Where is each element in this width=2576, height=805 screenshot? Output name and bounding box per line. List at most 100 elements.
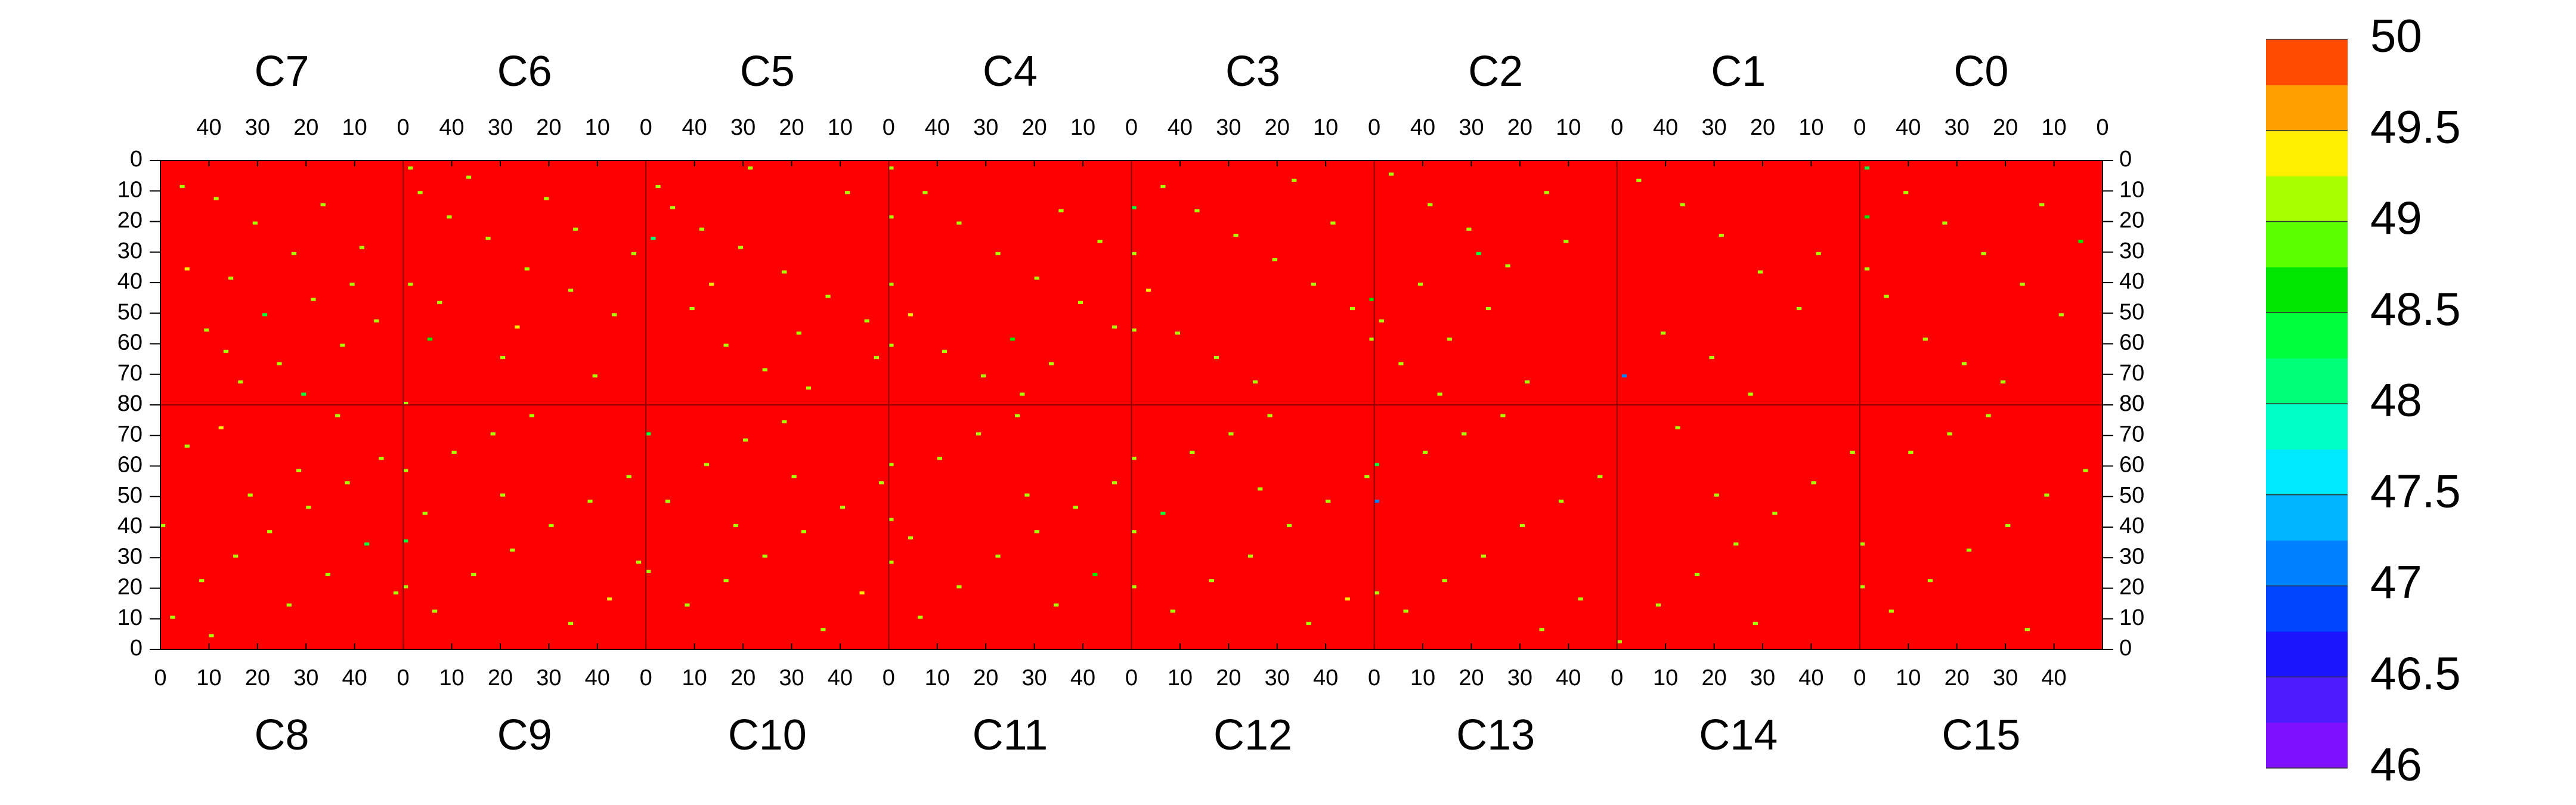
x-tick-label: 0 — [1611, 665, 1623, 691]
x-tick-label: 30 — [1216, 115, 1241, 140]
x-tick-label: 40 — [2041, 665, 2066, 691]
x-tick-label: 30 — [1265, 665, 1290, 691]
x-tick-label: 10 — [1653, 665, 1678, 691]
colorbar-label: 49 — [2370, 191, 2422, 244]
sector-background — [1131, 160, 1374, 405]
heatmap-cell — [1428, 203, 1433, 206]
heatmap-cell — [1247, 555, 1253, 558]
y-tick-label: 0 — [130, 147, 143, 172]
x-tick-label: 10 — [585, 115, 610, 140]
x-tick-label: 0 — [2096, 115, 2109, 140]
x-tick-label: 10 — [196, 665, 221, 691]
heatmap-cell — [1947, 432, 1952, 436]
x-tick-label: 30 — [973, 115, 998, 140]
heatmap-cell — [422, 512, 428, 515]
y-tick-label: 20 — [117, 575, 143, 600]
x-tick-label: 30 — [1507, 665, 1532, 691]
heatmap-cell — [1369, 338, 1374, 341]
y-tick-label: 10 — [2119, 177, 2144, 202]
heatmap-cell — [340, 343, 345, 347]
x-tick-label: 30 — [488, 115, 513, 140]
heatmap-cell — [1476, 252, 1481, 255]
heatmap-cell — [568, 289, 574, 292]
heatmap-cell — [1539, 628, 1544, 631]
sector-background — [1374, 160, 1617, 405]
y-tick-label: 30 — [117, 544, 143, 569]
x-tick-label: 10 — [1410, 665, 1435, 691]
heatmap-cell — [485, 237, 491, 240]
sector-label: C6 — [497, 48, 552, 95]
colorbar-bin — [2266, 85, 2348, 131]
heatmap-cell — [1884, 295, 1889, 298]
sector-label: C4 — [983, 48, 1038, 95]
heatmap-cell — [1621, 374, 1627, 377]
heatmap-cell — [1374, 499, 1379, 503]
heatmap-cell — [1272, 258, 1277, 262]
heatmap-cell — [1131, 206, 1137, 209]
x-tick-label: 0 — [1853, 115, 1866, 140]
heatmap-cell — [403, 539, 408, 543]
x-tick-label: 40 — [585, 665, 610, 691]
sector-background — [160, 405, 404, 649]
heatmap-cell — [1097, 240, 1103, 243]
heatmap-cell — [646, 569, 651, 573]
heatmap-cell — [447, 215, 452, 219]
heatmap-cell — [393, 591, 398, 595]
x-tick-label: 10 — [342, 115, 367, 140]
heatmap-cell — [1194, 209, 1200, 213]
x-tick-label: 0 — [397, 115, 410, 140]
heatmap-cell — [670, 206, 676, 209]
heatmap-cell — [1563, 240, 1569, 243]
y-tick-label: 80 — [2119, 391, 2144, 416]
heatmap-cell — [1345, 597, 1350, 600]
heatmap-cell — [782, 270, 787, 274]
x-tick-label: 30 — [536, 665, 561, 691]
heatmap-cell — [335, 414, 340, 417]
colorbar-bin — [2266, 586, 2348, 632]
sector-label: C0 — [1953, 48, 2008, 95]
heatmap-cell — [956, 221, 962, 225]
heatmap-cell — [374, 319, 379, 323]
x-tick-label: 30 — [245, 115, 270, 140]
heatmap-cell — [981, 374, 986, 377]
heatmap-cell — [704, 463, 710, 466]
heatmap-cell — [1131, 585, 1137, 589]
heatmap-cell — [1636, 178, 1642, 182]
heatmap-cell — [1797, 307, 1802, 311]
heatmap-cell — [1092, 572, 1098, 576]
heatmap-cell — [1306, 621, 1311, 625]
sector-background — [1617, 405, 1860, 649]
heatmap-cell — [631, 252, 636, 255]
heatmap-cell — [762, 555, 767, 558]
heatmap-cell — [1442, 579, 1447, 583]
x-tick-label: 40 — [682, 115, 707, 140]
heatmap-cell — [762, 368, 767, 371]
heatmap-cell — [888, 343, 894, 347]
x-tick-label: 30 — [1945, 115, 1970, 140]
y-tick-label: 80 — [117, 391, 143, 416]
colorbar-label: 47 — [2370, 556, 2422, 608]
heatmap-cell — [1374, 591, 1379, 595]
heatmap-cell — [1073, 506, 1078, 509]
heatmap-cell — [918, 615, 923, 619]
heatmap-cell — [587, 499, 593, 503]
y-tick-label: 40 — [117, 269, 143, 294]
heatmap-cell — [1258, 487, 1263, 491]
heatmap-cell — [709, 283, 714, 286]
heatmap-cell — [427, 338, 432, 341]
heatmap-cell — [291, 252, 296, 255]
heatmap-cell — [437, 301, 442, 304]
x-tick-label: 20 — [1750, 115, 1775, 140]
heatmap-cell — [379, 457, 384, 460]
colorbar-bin — [2266, 404, 2348, 450]
heatmap-cell — [1287, 524, 1292, 527]
heatmap-cell — [1034, 530, 1039, 534]
x-tick-label: 30 — [293, 665, 318, 691]
heatmap-cell — [2005, 524, 2011, 527]
heatmap-cell — [277, 362, 282, 366]
heatmap-cell — [636, 561, 642, 564]
sector-label: C9 — [497, 711, 552, 759]
heatmap-cell — [1190, 450, 1195, 454]
x-tick-label: 10 — [682, 665, 707, 691]
sector-background — [888, 405, 1132, 649]
